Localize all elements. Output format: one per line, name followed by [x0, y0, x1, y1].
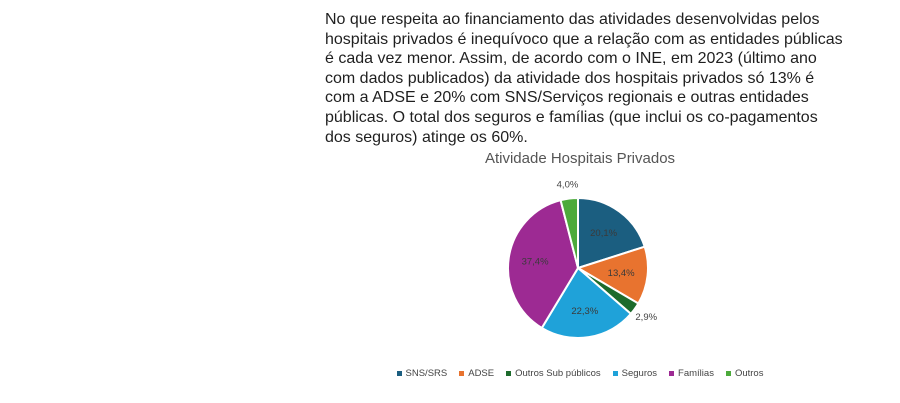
legend-swatch — [459, 371, 465, 376]
pie-slice-5 — [559, 196, 579, 269]
legend-swatch — [725, 371, 731, 376]
legend-label: Outros — [734, 368, 764, 379]
legend-item-0: SNS/SRS — [396, 368, 448, 379]
legend-swatch — [396, 371, 402, 376]
chart-legend: SNS/SRS ADSE Outros Sub públicos Seguros Fam… — [390, 368, 770, 379]
body-paragraph: No que respeita ao financiamento das ati… — [325, 11, 843, 146]
legend-swatch — [612, 371, 618, 376]
legend-item-3: Seguros — [612, 368, 658, 379]
legend-label: Seguros — [621, 368, 658, 379]
legend-item-2: Outros Sub públicos — [506, 368, 601, 379]
data-label-2: 2,9% — [635, 312, 657, 323]
legend-item-4: Famílias — [669, 368, 714, 379]
legend-item-1: ADSE — [459, 368, 494, 379]
pie-chart: 20,1% 13,4% 2,9% 22,3% 37,4% 4,0% — [507, 180, 658, 339]
pie-slice-4 — [507, 198, 580, 330]
legend-item-5: Outros — [725, 368, 764, 379]
legend-label: ADSE — [468, 368, 495, 379]
legend-label: Famílias — [678, 368, 714, 379]
pie-slice-0 — [577, 196, 646, 270]
chart-title: Atividade Hospitais Privados — [484, 150, 676, 167]
pie-slice-3 — [540, 266, 633, 339]
pie-slice-1 — [575, 245, 649, 305]
data-label-3: 22,3% — [571, 306, 598, 317]
data-label-1: 13,4% — [608, 268, 635, 279]
legend-swatch — [506, 371, 512, 376]
data-label-5: 4,0% — [557, 180, 579, 191]
legend-label: SNS/SRS — [405, 368, 448, 379]
legend-swatch — [669, 371, 675, 376]
data-label-0: 20,1% — [590, 228, 617, 239]
legend-label: Outros Sub públicos — [515, 368, 601, 379]
data-label-4: 37,4% — [522, 257, 549, 268]
